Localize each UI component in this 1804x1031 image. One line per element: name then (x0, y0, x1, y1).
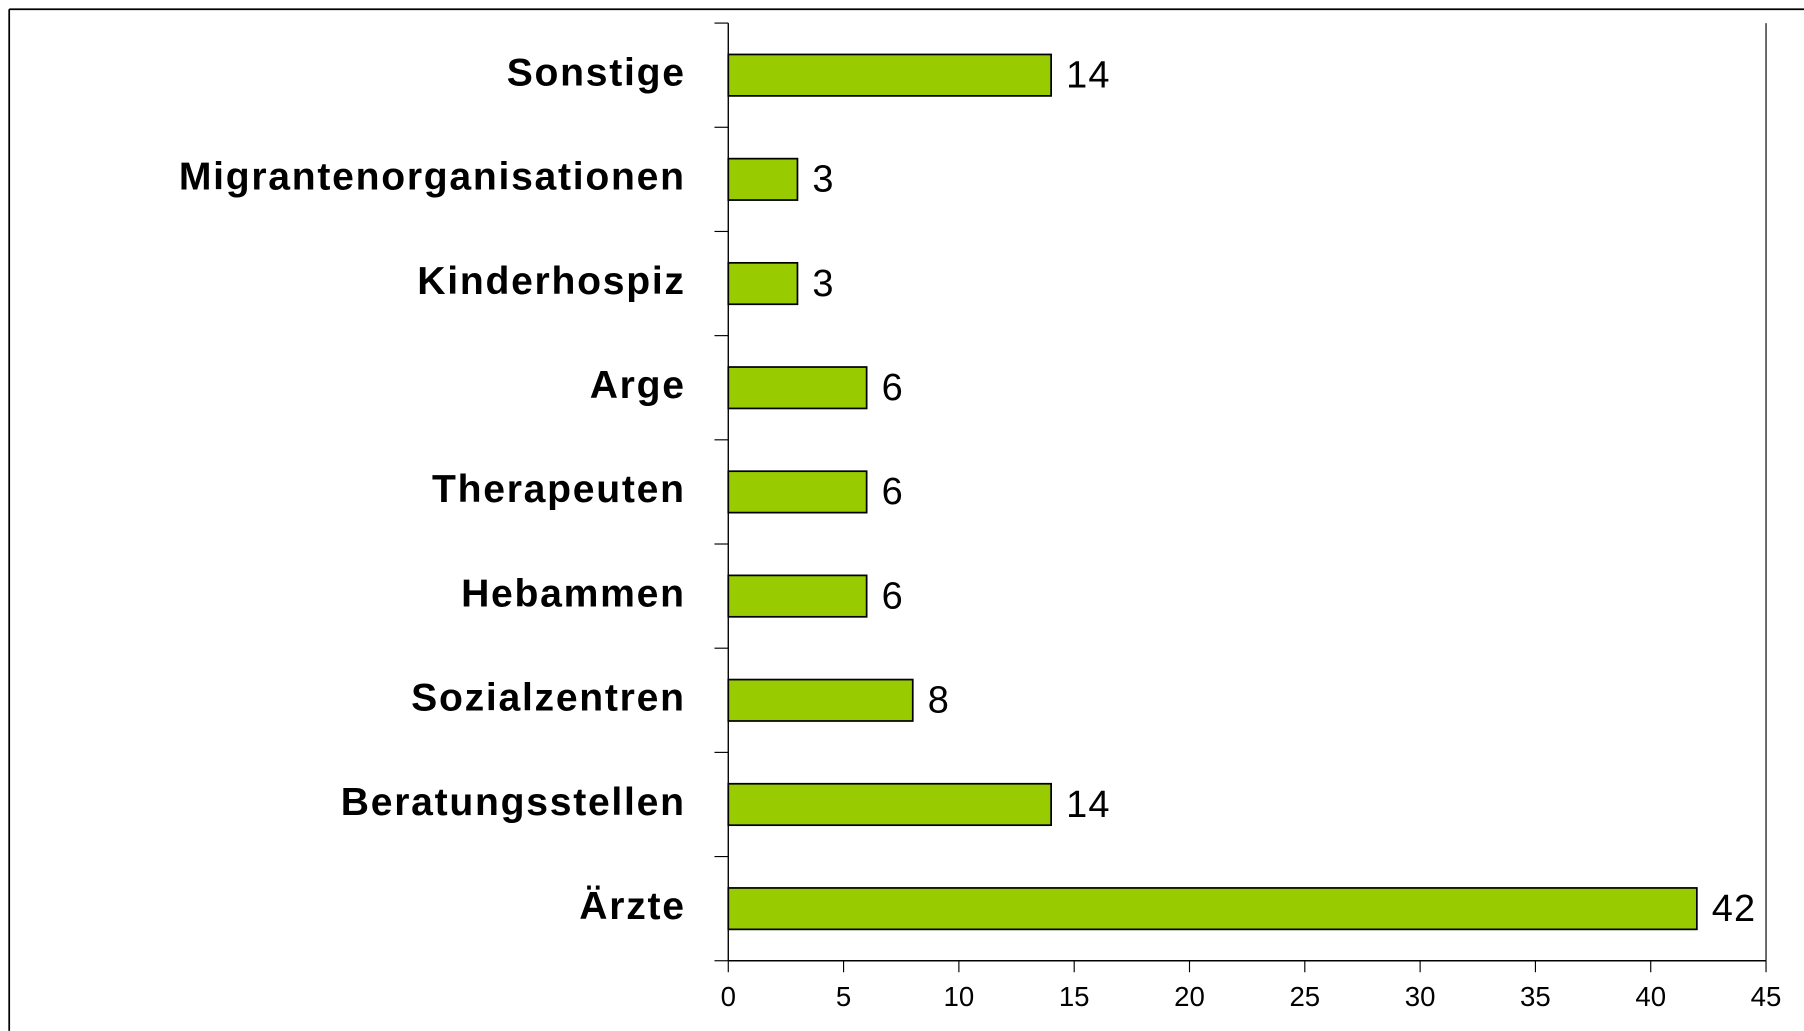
bar (727, 470, 868, 514)
x-tick-label: 15 (1059, 981, 1090, 1012)
y-tick-label: Kinderhospiz (417, 260, 685, 303)
bar (727, 261, 799, 306)
value-label: 6 (882, 471, 904, 513)
y-tick-label: Arge (590, 364, 686, 407)
y-tick-label: Sozialzentren (411, 677, 686, 720)
x-tick-label: 25 (1289, 981, 1320, 1012)
value-label: 8 (928, 680, 950, 722)
bar (727, 574, 868, 618)
x-tick-label: 30 (1405, 981, 1436, 1012)
value-label: 3 (812, 263, 834, 305)
x-tick-label: 45 (1751, 981, 1782, 1012)
y-tick-label: Ärzte (579, 885, 685, 928)
bar (727, 53, 1052, 97)
bar (727, 782, 1052, 827)
value-label: 42 (1712, 888, 1757, 930)
value-label: 6 (882, 575, 904, 617)
y-tick-label: Sonstige (507, 52, 686, 95)
y-tick-label: Migrantenorganisationen (179, 156, 686, 199)
y-tick-label: Hebammen (461, 572, 686, 615)
bar (727, 887, 1698, 931)
x-tick-label: 5 (836, 981, 851, 1012)
x-tick-label: 20 (1174, 981, 1205, 1012)
x-tick-label: 0 (721, 981, 736, 1012)
value-label: 14 (1066, 784, 1111, 826)
x-tick-label: 10 (944, 981, 975, 1012)
bar (727, 678, 914, 722)
y-tick-label: Beratungsstellen (341, 781, 686, 824)
y-tick-label: Therapeuten (432, 468, 686, 511)
value-label: 3 (812, 159, 834, 201)
x-tick-label: 35 (1520, 981, 1551, 1012)
bar (727, 157, 799, 201)
bar (727, 366, 868, 410)
x-tick-label: 40 (1635, 981, 1666, 1012)
value-label: 6 (882, 367, 904, 409)
value-label: 14 (1066, 55, 1111, 97)
